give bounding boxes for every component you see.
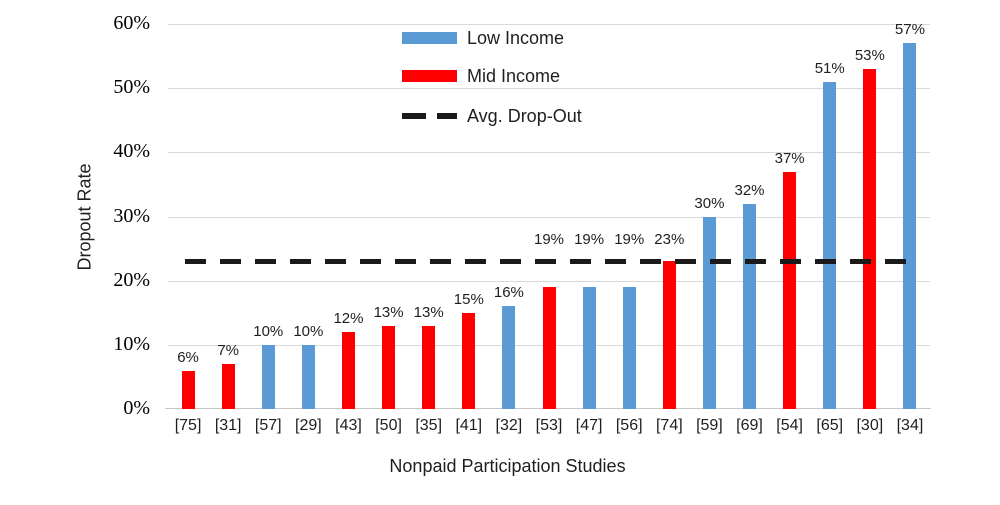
legend-item-avg-drop-out: Avg. Drop-Out	[402, 105, 582, 127]
bar-47-low-income	[582, 287, 596, 409]
bar-value-label: 53%	[854, 46, 885, 64]
bar-value-label: 19%	[614, 231, 645, 249]
bar-56-low-income	[622, 287, 636, 409]
y-tick-label-10: 10%	[113, 332, 150, 355]
bar-value-label: 7%	[217, 342, 239, 360]
gridline-60	[168, 24, 930, 25]
bar-value-label: 13%	[413, 303, 444, 321]
bar-69-low-income	[743, 203, 757, 409]
legend-color-swatch	[402, 70, 457, 82]
bar-34-low-income	[903, 43, 917, 409]
gridline-30	[168, 216, 930, 218]
bar-43-mid-income	[341, 332, 355, 409]
x-axis-title: Nonpaid Participation Studies	[389, 456, 626, 476]
bar-41-mid-income	[462, 312, 476, 409]
bar-value-label: 19%	[574, 231, 605, 249]
x-category-label-75: [75]	[174, 417, 202, 434]
x-category-label-56: [56]	[615, 417, 643, 434]
bar-53-mid-income	[542, 287, 556, 409]
x-category-label-74: [74]	[655, 417, 683, 434]
x-category-label-50: [50]	[375, 417, 402, 434]
bar-value-label: 10%	[293, 322, 324, 340]
x-category-label-43: [43]	[335, 417, 362, 434]
bar-value-label: 57%	[894, 21, 925, 39]
bar-65-low-income	[823, 81, 837, 409]
plot-area: 6% 7% 10% 10% 12% 13% 13% 15% 16% 19% 19% 19% 23% 30%…	[165, 21, 931, 409]
bar-74-mid-income	[662, 261, 676, 409]
gridline-20	[168, 280, 930, 282]
x-category-label-57: [57]	[254, 417, 282, 434]
legend-dash-swatch	[402, 113, 457, 119]
bar-59-low-income	[702, 216, 716, 409]
bar-value-label: 37%	[774, 149, 805, 167]
legend-label: Avg. Drop-Out	[467, 106, 582, 126]
bar-54-mid-income	[783, 171, 797, 409]
x-category-label-29: [29]	[295, 417, 322, 434]
bar-value-label: 13%	[373, 303, 404, 321]
bar-value-label: 16%	[493, 284, 524, 302]
bar-value-label: 32%	[734, 181, 765, 199]
bar-29-low-income	[301, 344, 315, 409]
bar-value-label: 30%	[694, 194, 725, 212]
legend-label: Mid Income	[467, 66, 561, 86]
y-tick-label-30: 30%	[113, 204, 150, 227]
bar-value-label: 6%	[177, 348, 199, 366]
y-tick-label-0: 0%	[123, 397, 150, 419]
bar-50-mid-income	[382, 325, 396, 409]
y-tick-label-40: 40%	[113, 140, 150, 163]
x-category-label-54: [54]	[776, 417, 803, 434]
x-category-label-59: [59]	[696, 417, 723, 434]
avg-dropout-line	[185, 258, 913, 264]
bar-value-label: 12%	[333, 310, 364, 327]
bar-32-low-income	[502, 306, 516, 409]
bar-value-label: 23%	[654, 231, 685, 249]
y-tick-label-60: 60%	[113, 12, 150, 34]
legend: Low Income Mid Income Avg. Drop-Out	[402, 27, 582, 127]
y-tick-label-20: 20%	[113, 268, 150, 291]
y-tick-label-50: 50%	[113, 76, 150, 99]
x-category-label-31: [31]	[214, 417, 242, 434]
x-category-label-69: [69]	[736, 417, 763, 434]
bar-35-mid-income	[422, 325, 436, 409]
x-category-label-65: [65]	[816, 417, 844, 434]
x-category-label-53: [53]	[535, 417, 563, 434]
bar-value-label: 19%	[533, 231, 565, 249]
legend-label: Low Income	[467, 28, 565, 48]
legend-color-swatch	[402, 32, 457, 44]
bar-value-label: 15%	[453, 290, 484, 308]
x-category-label-30: [30]	[856, 417, 884, 434]
bar-value-label: 51%	[814, 59, 845, 77]
gridline-40	[168, 152, 930, 154]
bar-value-label: 10%	[253, 322, 284, 340]
x-category-label-34: [34]	[896, 417, 924, 434]
x-category-label-35: [35]	[415, 417, 443, 434]
bar-30-mid-income	[863, 68, 877, 409]
gridline-50	[168, 88, 930, 90]
legend-item-mid-income: Mid Income	[402, 65, 582, 87]
x-category-label-41: [41]	[455, 417, 483, 434]
legend-item-low-income: Low Income	[402, 27, 582, 49]
x-category-label-47: [47]	[575, 417, 603, 434]
bar-57-low-income	[261, 344, 275, 409]
x-category-label-32: [32]	[495, 417, 523, 434]
bar-31-mid-income	[221, 364, 235, 409]
bar-75-mid-income	[181, 370, 195, 409]
